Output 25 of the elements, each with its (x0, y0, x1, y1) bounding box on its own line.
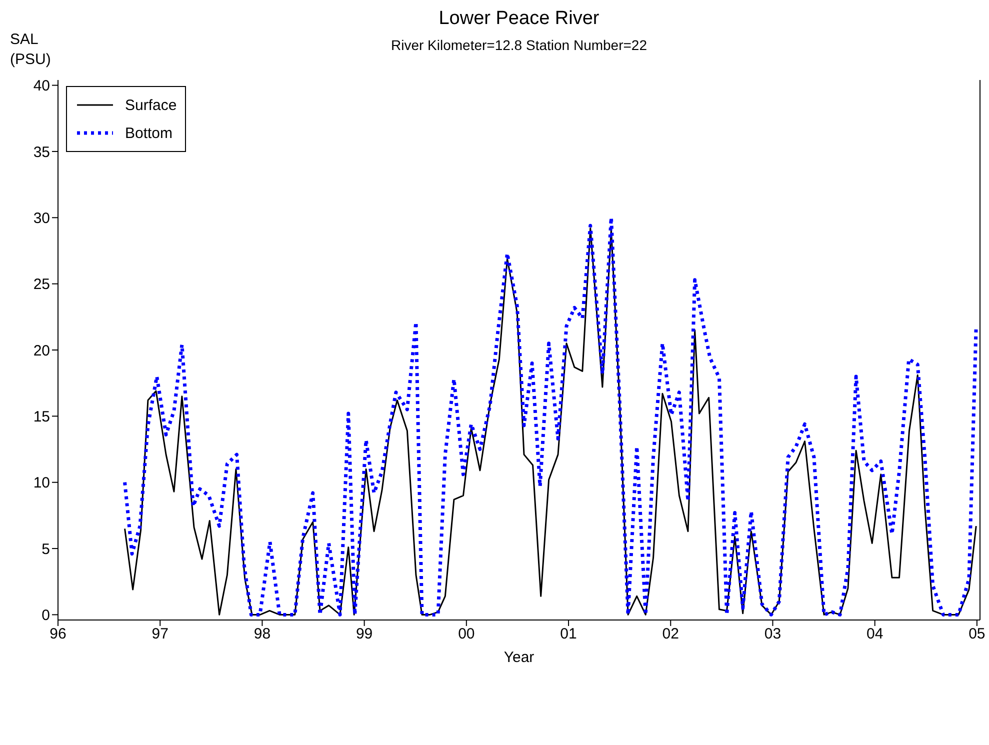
y-tick-label: 10 (33, 474, 50, 492)
y-tick-label: 30 (33, 210, 50, 227)
y-tick-label: 15 (33, 408, 50, 426)
y-tick-label: 40 (33, 78, 50, 95)
y-tick-label: 0 (42, 607, 50, 624)
chart-title: Lower Peace River (438, 8, 600, 30)
x-tick-label: 02 (662, 626, 679, 643)
x-tick-label: 01 (560, 626, 577, 643)
legend-label: Surface (125, 96, 177, 114)
x-tick-label: 03 (764, 626, 782, 643)
x-tick-label: 96 (50, 626, 66, 643)
chart-subtitle: River Kilometer=12.8 Station Number=22 (390, 37, 648, 53)
x-tick-label: 99 (356, 626, 373, 643)
x-tick-label: 98 (254, 626, 271, 643)
y-tick-label: 5 (42, 540, 50, 558)
y-axis-title: SAL (PSU) (10, 30, 51, 70)
y-tick-label: 25 (33, 276, 50, 294)
legend-label: Bottom (125, 124, 173, 142)
y-tick-label: 35 (33, 144, 50, 161)
x-axis-title: Year (504, 649, 534, 666)
x-tick-label: 97 (152, 626, 168, 643)
x-tick-label: 00 (458, 626, 475, 643)
x-tick-label: 04 (866, 626, 884, 643)
y-tick-label: 20 (33, 342, 50, 360)
x-tick-label: 05 (968, 626, 986, 643)
